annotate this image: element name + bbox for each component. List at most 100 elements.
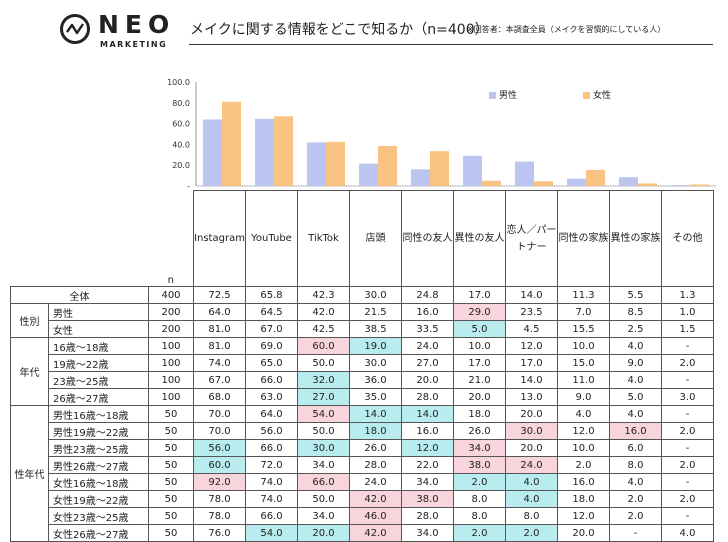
table-cell: 27.0 [297, 388, 350, 406]
table-cell: 16.0 [401, 422, 454, 440]
table-cell: 17.0 [453, 286, 506, 304]
row-label: 女性16歳～18歳 [48, 473, 149, 491]
table-cell: 26.0 [453, 422, 506, 440]
table-cell: 10.0 [557, 337, 610, 355]
bar-male [515, 161, 534, 186]
table-cell: 68.0 [193, 388, 246, 406]
group-label: 性別 [10, 303, 49, 338]
table-cell: 60.0 [297, 337, 350, 355]
y-tick-label: 60.0 [172, 120, 190, 129]
table-cell: 2.0 [609, 490, 662, 508]
table-cell: 19.0 [349, 337, 402, 355]
table-cell: 34.0 [453, 439, 506, 457]
row-label: 26歳～27歳 [48, 388, 149, 406]
respondent-note: ※回答者：本調査全員（メイクを習慣的にしている人） [467, 25, 666, 34]
table-row: 女性16歳～18歳 50 92.0 74.0 66.0 24.0 34.0 2.0 4.0 16.… [11, 473, 714, 491]
table-cell: 4.0 [609, 405, 662, 423]
bar-male [463, 155, 482, 186]
table-row: 男性26歳～27歳 50 60.0 72.0 34.0 28.0 22.0 38.0 24.0 2… [11, 456, 714, 474]
table-cell: 36.0 [349, 371, 402, 389]
table-cell: 8.0 [453, 490, 506, 508]
table-cell: - [661, 371, 714, 389]
column-header: Instagram [193, 190, 246, 287]
row-label: 19歳～22歳 [48, 354, 149, 372]
table-cell: 2.0 [505, 524, 558, 542]
table-cell: 15.5 [557, 320, 610, 338]
table-cell: 67.0 [193, 371, 246, 389]
row-label: 女性19歳～22歳 [48, 490, 149, 508]
table-cell: 23.5 [505, 303, 558, 321]
table-row: 性別 男性 200 64.0 64.5 42.0 21.5 16.0 29.0 23.5 7.0 8.… [10, 303, 714, 338]
table-row: 女性26歳～27歳 50 76.0 54.0 20.0 42.0 34.0 2.0 2.0 20.… [11, 524, 714, 542]
table-row: 23歳～25歳 100 67.0 66.0 32.0 36.0 20.0 21.0 14.0 11… [11, 371, 714, 389]
legend-female-label: 女性 [593, 91, 612, 101]
y-tick-label: 100.0 [167, 78, 190, 87]
table-cell: 29.0 [453, 303, 506, 321]
table-cell: 18.0 [349, 422, 402, 440]
table-cell: 9.0 [557, 388, 610, 406]
table-cell: 69.0 [245, 337, 298, 355]
bar-male [411, 169, 430, 186]
table-cell: - [661, 439, 714, 457]
table-cell: 2.0 [453, 524, 506, 542]
table-cell: 20.0 [505, 439, 558, 457]
table-cell: 34.0 [297, 507, 350, 525]
table-cell: 92.0 [193, 473, 246, 491]
sample-size: 50 [148, 524, 194, 542]
group-label: 年代 [10, 337, 49, 406]
table-cell: 64.5 [245, 303, 298, 321]
table-cell: 5.0 [609, 388, 662, 406]
sample-size: 50 [148, 422, 194, 440]
table-cell: 56.0 [245, 422, 298, 440]
table-cell: - [661, 507, 714, 525]
sample-size: 400 [148, 286, 194, 304]
table-cell: 14.0 [505, 286, 558, 304]
table-cell: 4.0 [505, 473, 558, 491]
bar-female [222, 101, 241, 186]
bar-male [203, 119, 222, 186]
bar-male [255, 118, 274, 186]
sample-size: 100 [148, 354, 194, 372]
table-cell: - [661, 337, 714, 355]
table-cell: 1.0 [661, 303, 714, 321]
column-header: 異性の友人 [453, 190, 506, 287]
table-cell: 4.0 [505, 490, 558, 508]
table-cell: 30.0 [505, 422, 558, 440]
table-row: 女性23歳～25歳 50 78.0 66.0 34.0 46.0 28.0 8.0 8.0 12.… [11, 507, 714, 525]
table-cell: 8.0 [453, 507, 506, 525]
table-cell: 28.0 [349, 456, 402, 474]
table-cell: 18.0 [557, 490, 610, 508]
data-table: n Instagram YouTube TikTok 店頭 同性の友人 異性の友人 恋人／パー… [10, 190, 714, 542]
sample-size: 200 [148, 320, 194, 338]
table-cell: 26.0 [349, 439, 402, 457]
table-row: 男性19歳～22歳 50 70.0 56.0 50.0 18.0 16.0 26.0 30.0 1… [11, 422, 714, 440]
table-cell: 2.5 [609, 320, 662, 338]
bar-male [307, 142, 326, 186]
table-cell: 16.0 [557, 473, 610, 491]
row-label: 女性 [48, 320, 149, 338]
table-cell: 81.0 [193, 337, 246, 355]
table-cell: 2.0 [609, 507, 662, 525]
table-row: 男性23歳～25歳 50 56.0 66.0 30.0 26.0 12.0 34.0 20.0 1… [11, 439, 714, 457]
table-cell: 66.0 [245, 507, 298, 525]
legend-male: 男性 [489, 88, 517, 101]
column-header: YouTube [245, 190, 298, 287]
table-cell: 50.0 [297, 422, 350, 440]
bar-male [567, 178, 586, 186]
table-cell: 81.0 [193, 320, 246, 338]
table-cell: 12.0 [505, 337, 558, 355]
row-label: 女性26歳～27歳 [48, 524, 149, 542]
table-row: 性年代 男性16歳～18歳 50 70.0 64.0 54.0 14.0 14.0 18.0 20… [10, 405, 714, 542]
table-cell: 1.5 [661, 320, 714, 338]
table-cell: 22.0 [401, 456, 454, 474]
table-cell: 70.0 [193, 422, 246, 440]
table-cell: 8.5 [609, 303, 662, 321]
table-cell: 20.0 [297, 524, 350, 542]
table-cell: 5.0 [453, 320, 506, 338]
logo-text: NEO [98, 10, 176, 39]
table-cell: 42.5 [297, 320, 350, 338]
table-cell: - [661, 473, 714, 491]
table-cell: 8.0 [609, 456, 662, 474]
sample-size: 50 [148, 473, 194, 491]
table-cell: 42.0 [349, 524, 402, 542]
